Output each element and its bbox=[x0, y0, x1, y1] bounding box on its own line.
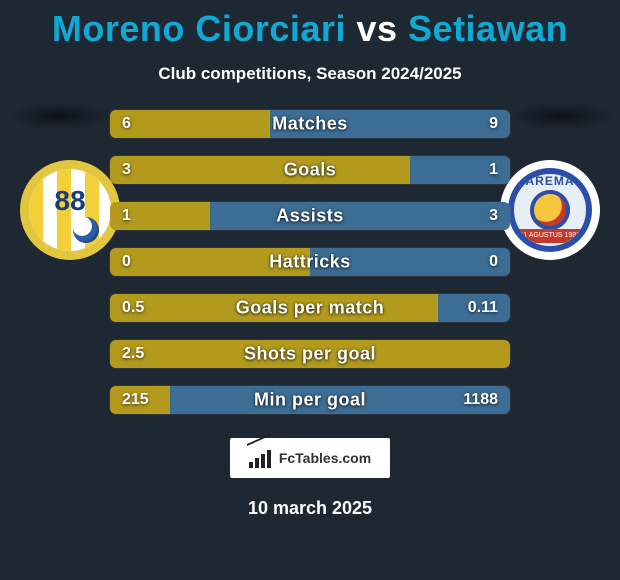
comparison-arena: 88 AREMA 11 AGUSTUS 1987 69Matches31Goal… bbox=[0, 110, 620, 414]
stat-row: 31Goals bbox=[110, 156, 510, 184]
stat-value-left: 3 bbox=[122, 161, 131, 179]
soccer-ball-icon bbox=[73, 217, 99, 243]
stat-value-left: 1 bbox=[122, 207, 131, 225]
stat-row: 2151188Min per goal bbox=[110, 386, 510, 414]
team2-crest-ribbon: 11 AGUSTUS 1987 bbox=[514, 229, 586, 243]
subtitle: Club competitions, Season 2024/2025 bbox=[0, 64, 620, 84]
stat-segment-left bbox=[110, 156, 410, 184]
date-text: 10 march 2025 bbox=[0, 498, 620, 519]
stat-bars: 69Matches31Goals13Assists00Hattricks0.50… bbox=[110, 110, 510, 414]
brand-text: FcTables.com bbox=[279, 450, 371, 466]
stat-segment-left bbox=[110, 294, 438, 322]
team2-crest-inner: AREMA 11 AGUSTUS 1987 bbox=[508, 168, 592, 252]
team2-crest: AREMA 11 AGUSTUS 1987 bbox=[500, 160, 600, 260]
stat-value-left: 0.5 bbox=[122, 299, 144, 317]
stat-row: 69Matches bbox=[110, 110, 510, 138]
stat-row: 13Assists bbox=[110, 202, 510, 230]
team1-crest: 88 bbox=[20, 160, 120, 260]
player2-name: Setiawan bbox=[408, 8, 568, 49]
stat-segment-right bbox=[270, 110, 510, 138]
team1-crest-number: 88 bbox=[54, 185, 85, 217]
stat-row: 2.5Shots per goal bbox=[110, 340, 510, 368]
stat-segment-left bbox=[110, 340, 510, 368]
team2-crest-arc: AREMA bbox=[514, 174, 586, 188]
team1-crest-inner: 88 bbox=[29, 169, 111, 251]
stat-value-right: 0.11 bbox=[468, 299, 498, 317]
player1-shadow bbox=[4, 102, 114, 130]
stat-row: 0.50.11Goals per match bbox=[110, 294, 510, 322]
brand-logo: FcTables.com bbox=[230, 438, 390, 478]
stat-value-right: 1 bbox=[489, 161, 498, 179]
stat-value-left: 6 bbox=[122, 115, 131, 133]
stat-segment-right bbox=[210, 202, 510, 230]
stat-value-right: 0 bbox=[489, 253, 498, 271]
page-title: Moreno Ciorciari vs Setiawan bbox=[0, 0, 620, 50]
stat-value-left: 2.5 bbox=[122, 345, 144, 363]
stat-segment-left bbox=[110, 110, 270, 138]
stat-segment-right bbox=[170, 386, 510, 414]
stat-value-right: 1188 bbox=[463, 391, 498, 409]
stat-value-right: 3 bbox=[489, 207, 498, 225]
stat-value-left: 0 bbox=[122, 253, 131, 271]
bar-chart-icon bbox=[249, 448, 273, 468]
stat-segment-left bbox=[110, 248, 310, 276]
vs-text: vs bbox=[356, 8, 397, 49]
player2-shadow bbox=[506, 102, 616, 130]
player1-name: Moreno Ciorciari bbox=[52, 8, 346, 49]
stat-segment-right bbox=[310, 248, 510, 276]
stat-row: 00Hattricks bbox=[110, 248, 510, 276]
stat-value-left: 215 bbox=[122, 391, 149, 409]
lion-icon bbox=[530, 190, 570, 230]
stat-value-right: 9 bbox=[489, 115, 498, 133]
